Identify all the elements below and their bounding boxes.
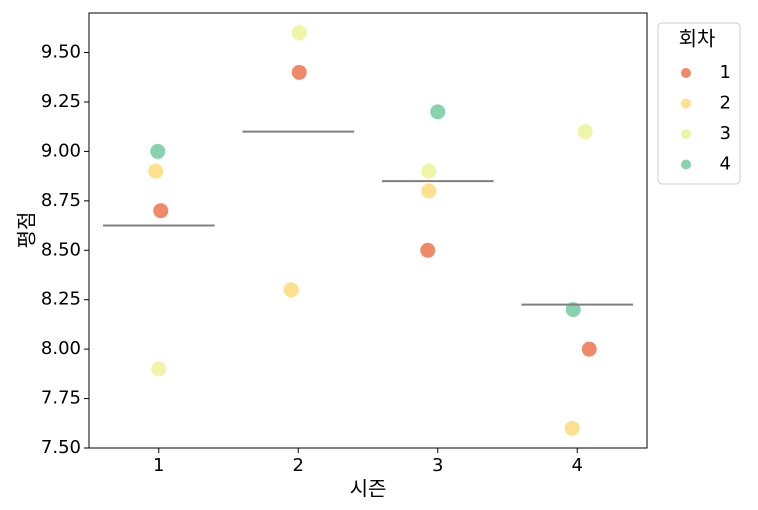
- point: [581, 341, 597, 357]
- point: [151, 361, 167, 377]
- x-tick-label: 4: [572, 455, 583, 476]
- point: [150, 143, 166, 159]
- legend-box: [657, 22, 741, 185]
- x-tick-label: 1: [153, 455, 164, 476]
- point: [430, 104, 446, 120]
- point: [283, 282, 299, 298]
- legend-label: 1: [720, 62, 731, 83]
- legend-marker: [681, 129, 691, 139]
- point: [421, 183, 437, 199]
- legend-marker: [681, 68, 691, 78]
- point: [153, 203, 169, 219]
- legend-title: 회차: [679, 27, 716, 51]
- legend-label: 2: [720, 93, 731, 114]
- point: [420, 242, 436, 258]
- point: [148, 163, 164, 179]
- point: [291, 64, 307, 80]
- y-tick-label: 9.25: [41, 91, 81, 112]
- y-tick-label: 7.75: [41, 388, 81, 409]
- point: [421, 163, 437, 179]
- x-tick-label: 2: [293, 455, 304, 476]
- x-axis-label: 시즌: [350, 477, 387, 501]
- y-tick-label: 8.75: [41, 190, 81, 211]
- plot-frame: [88, 12, 648, 449]
- point: [565, 302, 581, 318]
- legend-label: 3: [720, 123, 731, 144]
- y-tick-label: 8.25: [41, 289, 81, 310]
- point: [291, 25, 307, 41]
- y-tick-label: 9.00: [41, 140, 81, 161]
- point: [564, 420, 580, 436]
- y-tick-label: 8.50: [41, 239, 81, 260]
- legend-label: 4: [720, 154, 731, 175]
- y-axis-label: 평점: [15, 212, 39, 249]
- legend-marker: [681, 98, 691, 109]
- x-tick-label: 3: [432, 455, 443, 476]
- y-tick-label: 7.50: [41, 437, 81, 458]
- point: [577, 124, 593, 140]
- y-tick-label: 9.50: [41, 42, 81, 63]
- y-tick-label: 8.00: [41, 338, 81, 359]
- legend-marker: [681, 159, 691, 170]
